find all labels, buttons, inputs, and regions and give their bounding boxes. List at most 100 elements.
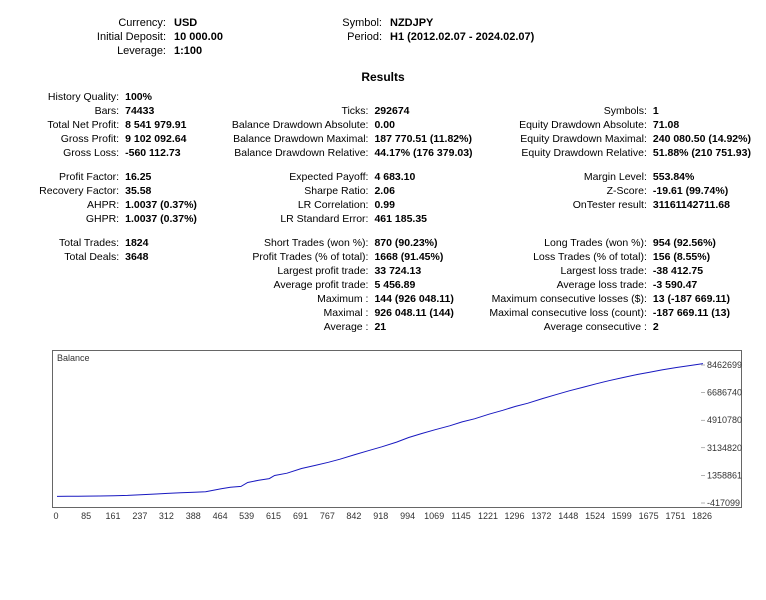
- metric-value: 51.88% (210 751.93): [650, 146, 754, 160]
- metric-value: 3648: [122, 250, 225, 264]
- svg-text:1675: 1675: [639, 511, 659, 521]
- metric-label: LR Standard Error:: [225, 212, 372, 226]
- metric-label: Margin Level:: [486, 170, 650, 184]
- svg-text:6686740: 6686740: [707, 388, 742, 398]
- svg-text:1358861: 1358861: [707, 470, 742, 480]
- svg-text:842: 842: [346, 511, 361, 521]
- initial-deposit-label: Initial Deposit:: [12, 30, 170, 44]
- balance-chart-svg: -417099135886131348204910780668674084626…: [53, 351, 753, 507]
- metric-value: 240 080.50 (14.92%): [650, 132, 754, 146]
- metric-label: Maximum consecutive losses ($):: [486, 292, 650, 306]
- metric-value: [650, 212, 754, 226]
- metric-label: Equity Drawdown Relative:: [486, 146, 650, 160]
- metric-value: -19.61 (99.74%): [650, 184, 754, 198]
- currency-label: Currency:: [12, 16, 170, 30]
- metric-label: Total Deals:: [12, 250, 122, 264]
- svg-text:691: 691: [293, 511, 308, 521]
- metric-value: 926 048.11 (144): [371, 306, 486, 320]
- currency-value: USD: [170, 16, 298, 30]
- metric-label: [12, 306, 122, 320]
- svg-text:388: 388: [186, 511, 201, 521]
- metric-label: Equity Drawdown Maximal:: [486, 132, 650, 146]
- metric-label: Long Trades (won %):: [486, 236, 650, 250]
- metric-value: 1.0037 (0.37%): [122, 198, 225, 212]
- metric-value: [371, 90, 486, 104]
- metric-label: Bars:: [12, 104, 122, 118]
- metric-value: [122, 306, 225, 320]
- metric-value: 5 456.89: [371, 278, 486, 292]
- metric-label: Balance Drawdown Absolute:: [225, 118, 372, 132]
- metric-value: 0.00: [371, 118, 486, 132]
- metric-label: Average loss trade:: [486, 278, 650, 292]
- results-title: Results: [12, 70, 754, 84]
- metric-label: Average profit trade:: [225, 278, 372, 292]
- period-value: H1 (2012.02.07 - 2024.02.07): [386, 30, 754, 44]
- svg-text:1448: 1448: [558, 511, 578, 521]
- metric-value: 21: [371, 320, 486, 334]
- svg-text:1599: 1599: [612, 511, 632, 521]
- metric-label: Total Trades:: [12, 236, 122, 250]
- metric-value: [122, 278, 225, 292]
- metric-label: Gross Loss:: [12, 146, 122, 160]
- svg-text:918: 918: [373, 511, 388, 521]
- metric-label: [12, 278, 122, 292]
- metric-value: 71.08: [650, 118, 754, 132]
- metric-label: Profit Factor:: [12, 170, 122, 184]
- metric-label: Balance Drawdown Relative:: [225, 146, 372, 160]
- metric-value: 156 (8.55%): [650, 250, 754, 264]
- metric-value: 553.84%: [650, 170, 754, 184]
- metric-label: [486, 90, 650, 104]
- metric-label: [12, 292, 122, 306]
- svg-text:3134820: 3134820: [707, 443, 742, 453]
- metric-label: Balance Drawdown Maximal:: [225, 132, 372, 146]
- metric-label: Ticks:: [225, 104, 372, 118]
- results-row: Total Deals:3648Profit Trades (% of tota…: [12, 250, 754, 264]
- metric-value: 2.06: [371, 184, 486, 198]
- x-axis: 0851612373123884645396156917678429189941…: [52, 508, 752, 522]
- svg-text:312: 312: [159, 511, 174, 521]
- metric-label: Gross Profit:: [12, 132, 122, 146]
- metric-label: LR Correlation:: [225, 198, 372, 212]
- svg-text:161: 161: [105, 511, 120, 521]
- metric-value: 187 770.51 (11.82%): [371, 132, 486, 146]
- metric-value: [122, 320, 225, 334]
- svg-text:1221: 1221: [478, 511, 498, 521]
- metric-value: -187 669.11 (13): [650, 306, 754, 320]
- symbol-value: NZDJPY: [386, 16, 754, 30]
- metric-value: 33 724.13: [371, 264, 486, 278]
- svg-text:1069: 1069: [424, 511, 444, 521]
- svg-text:4910780: 4910780: [707, 415, 742, 425]
- metric-value: 31161142711.68: [650, 198, 754, 212]
- results-row: Largest profit trade:33 724.13Largest lo…: [12, 264, 754, 278]
- metric-label: Profit Trades (% of total):: [225, 250, 372, 264]
- chart-title: Balance: [57, 353, 90, 363]
- metric-label: Largest profit trade:: [225, 264, 372, 278]
- svg-text:994: 994: [400, 511, 415, 521]
- metric-label: Sharpe Ratio:: [225, 184, 372, 198]
- metric-value: 13 (-187 669.11): [650, 292, 754, 306]
- svg-text:539: 539: [239, 511, 254, 521]
- results-row: Total Trades:1824Short Trades (won %):87…: [12, 236, 754, 250]
- metric-value: -38 412.75: [650, 264, 754, 278]
- metric-label: Recovery Factor:: [12, 184, 122, 198]
- metric-label: Symbols:: [486, 104, 650, 118]
- metric-label: Maximal consecutive loss (count):: [486, 306, 650, 320]
- metric-value: -3 590.47: [650, 278, 754, 292]
- results-row: Recovery Factor:35.58Sharpe Ratio:2.06Z-…: [12, 184, 754, 198]
- metric-label: Z-Score:: [486, 184, 650, 198]
- svg-text:767: 767: [320, 511, 335, 521]
- results-row: GHPR:1.0037 (0.37%)LR Standard Error:461…: [12, 212, 754, 226]
- metric-value: 1.0037 (0.37%): [122, 212, 225, 226]
- svg-text:0: 0: [53, 511, 58, 521]
- metric-label: Total Net Profit:: [12, 118, 122, 132]
- svg-text:615: 615: [266, 511, 281, 521]
- initial-deposit-value: 10 000.00: [170, 30, 298, 44]
- balance-chart: Balance -4170991358861313482049107806686…: [52, 350, 742, 508]
- results-row: Total Net Profit:8 541 979.91Balance Dra…: [12, 118, 754, 132]
- results-table: History Quality:100%Bars:74433Ticks:2926…: [12, 90, 754, 334]
- metric-value: 870 (90.23%): [371, 236, 486, 250]
- svg-text:464: 464: [213, 511, 228, 521]
- leverage-label: Leverage:: [12, 44, 170, 58]
- metric-value: 461 185.35: [371, 212, 486, 226]
- symbol-label: Symbol:: [298, 16, 386, 30]
